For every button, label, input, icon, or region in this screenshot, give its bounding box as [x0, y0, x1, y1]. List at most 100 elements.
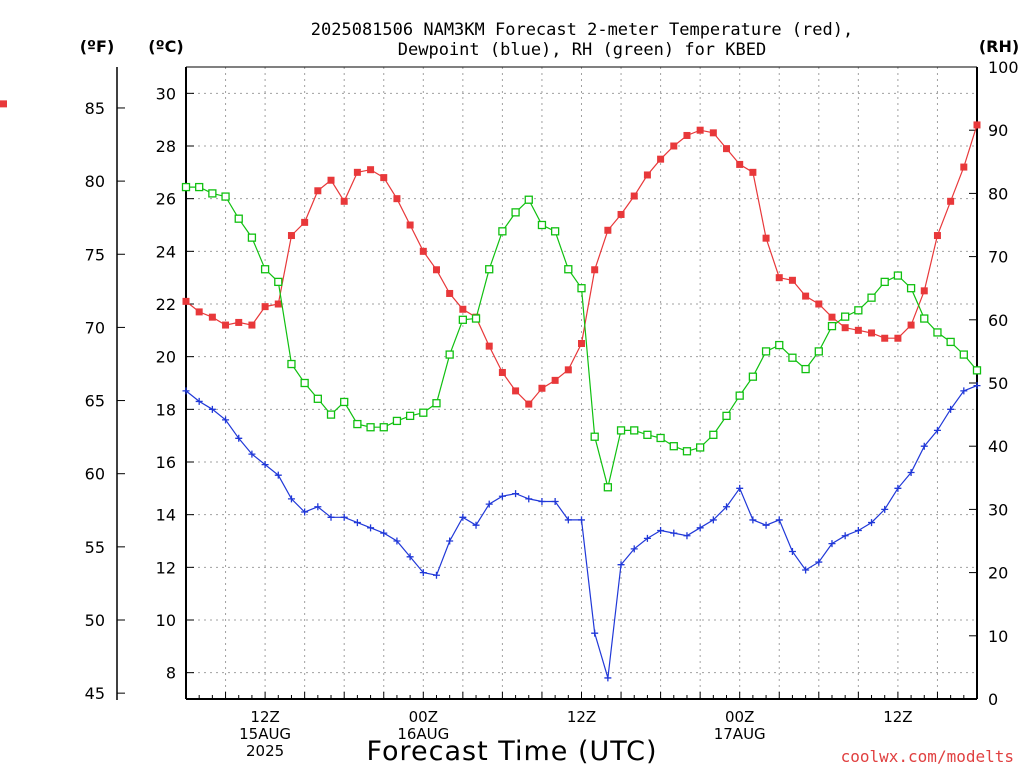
rh-tick-label: 100 [988, 58, 1019, 77]
dewpoint-point [868, 519, 876, 527]
dewpoint-point [960, 387, 968, 395]
dewpoint-point [788, 548, 796, 556]
dewpoint-point [775, 516, 783, 524]
rh-point [181, 182, 191, 192]
rh-point [616, 426, 626, 435]
rh-point [405, 411, 415, 421]
temperature-point [920, 287, 928, 295]
rh-point [603, 483, 613, 492]
dewpoint-point [406, 553, 414, 561]
dewpoint-point [802, 566, 810, 574]
temperature-point [459, 305, 467, 313]
temperature-point [643, 171, 651, 179]
fahrenheit-unit-label: (ºF) [80, 37, 115, 56]
dewpoint-point [973, 382, 981, 390]
fahrenheit-tick-label: 70 [85, 318, 105, 337]
dewpoint-point [907, 469, 915, 477]
dewpoint-point [736, 484, 744, 492]
x-tick-label: 00Z [409, 708, 438, 726]
temperature-point [353, 168, 361, 176]
dewpoint-point [749, 516, 757, 524]
rh-tick-label: 10 [988, 627, 1008, 646]
rh-point [867, 293, 876, 302]
rh-point [537, 220, 547, 230]
temperature-point [564, 366, 572, 374]
dewpoint-point [854, 526, 862, 534]
rh-point [735, 391, 744, 400]
fahrenheit-tick-label: 45 [85, 684, 105, 703]
rh-point [247, 233, 257, 242]
rh-point [841, 312, 850, 321]
temperature-point [960, 163, 968, 171]
temperature-point [841, 324, 849, 332]
temperature-point [327, 176, 335, 184]
dewpoint-point [472, 521, 480, 529]
temperature-point [485, 342, 493, 350]
rh-point [485, 265, 494, 274]
rh-point [656, 433, 665, 443]
x-tick-label: 16AUG [397, 725, 449, 743]
temperature-point [367, 166, 375, 174]
temperature-point [578, 340, 585, 347]
series-layer [0, 100, 982, 682]
dewpoint-point [683, 532, 691, 540]
rh-point [748, 372, 758, 381]
rh-point [854, 306, 863, 315]
x-tick-label: 15AUG [239, 725, 291, 743]
rh-point [880, 277, 889, 287]
fahrenheit-tick-label: 65 [85, 392, 105, 411]
temperature-point [788, 276, 796, 284]
dewpoint-point [841, 532, 849, 540]
x-tick-label: 2025 [246, 742, 284, 760]
celsius-unit-label: (ºC) [148, 37, 183, 56]
temperature-point [498, 368, 506, 376]
dewpoint-point [604, 674, 612, 682]
rh-point [788, 353, 797, 362]
temperature-point [907, 321, 915, 329]
dewpoint-point [419, 569, 427, 577]
dewpoint-point [538, 498, 546, 505]
rh-point [326, 410, 336, 419]
rh-point [313, 394, 322, 403]
celsius-tick-label: 22 [156, 295, 176, 314]
dewpoint-point [670, 529, 678, 537]
temperature-point [723, 145, 731, 153]
rh-point [340, 397, 349, 407]
rh-series [181, 182, 982, 492]
dewpoint-point [393, 537, 401, 545]
rh-point [893, 271, 903, 280]
rh-tick-label: 80 [988, 184, 1008, 203]
temperature-point [617, 210, 625, 218]
temperature-point [182, 297, 190, 305]
rh-point [379, 423, 388, 432]
x-tick-label: 00Z [725, 708, 754, 726]
rh-tick-label: 30 [988, 500, 1008, 519]
dewpoint-point [446, 537, 454, 545]
celsius-tick-label: 26 [156, 190, 176, 209]
axes: 8 10 12 14 16 18 20 22 24 26 28 30 45 50 55 60 65 70 75 80 8… [85, 58, 1019, 760]
rh-unit-label: (RH) [979, 37, 1019, 56]
rh-tick-label: 40 [988, 437, 1008, 456]
dewpoint-point [222, 416, 230, 424]
temperature-point [235, 318, 243, 326]
temperature-point [248, 321, 256, 329]
temperature-point [749, 168, 757, 176]
dewpoint-point [353, 519, 361, 527]
rh-point [274, 277, 283, 287]
temperature-point [538, 384, 546, 392]
rh-point [221, 192, 230, 201]
rh-point [959, 350, 968, 359]
rh-point [564, 265, 573, 274]
temperature-point [947, 197, 955, 205]
rh-tick-label: 70 [988, 248, 1008, 267]
rh-point [392, 416, 402, 426]
temperature-point [0, 100, 7, 108]
dewpoint-point [261, 461, 269, 469]
rh-tick-label: 50 [988, 374, 1008, 393]
temperature-point [828, 313, 836, 321]
temperature-point [195, 308, 203, 316]
rh-point [432, 399, 441, 408]
temperature-point [380, 174, 388, 182]
rh-point [471, 314, 481, 323]
rh-point [775, 340, 784, 350]
